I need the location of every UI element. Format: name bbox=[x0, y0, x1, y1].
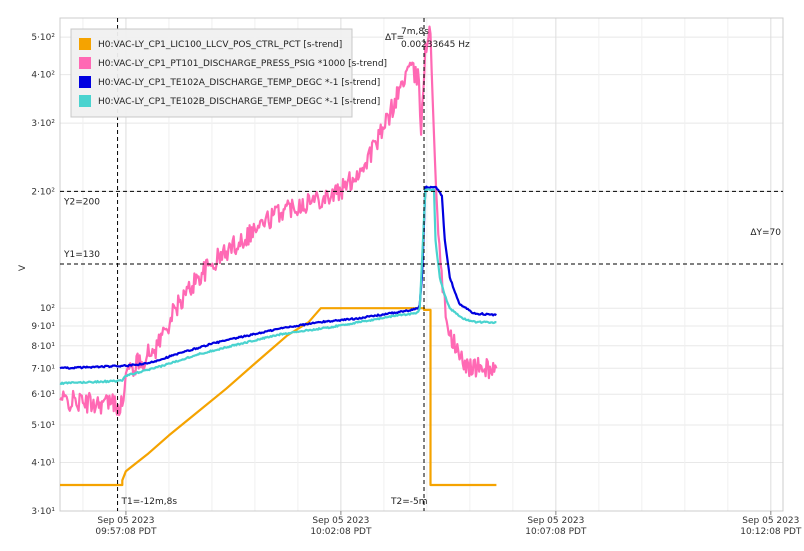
delta-t-label: ΔT= bbox=[385, 33, 404, 43]
delta-t-value: 7m,8s bbox=[401, 27, 429, 37]
x-tick-date: Sep 05 2023 bbox=[742, 516, 799, 526]
legend-swatch-teal bbox=[79, 95, 91, 107]
x-tick-time: 10:02:08 PDT bbox=[310, 527, 372, 537]
delta-t-frequency: 0.00233645 Hz bbox=[401, 40, 470, 50]
series-lines[interactable] bbox=[59, 25, 498, 487]
x-tick-time: 09:57:08 PDT bbox=[95, 527, 157, 537]
y-tick-label: 5·10² bbox=[31, 33, 55, 43]
y-tick-label: 7·10¹ bbox=[31, 364, 55, 374]
legend-label-teal: H0:VAC-LY_CP1_TE102B_DISCHARGE_TEMP_DEGC… bbox=[98, 97, 380, 107]
delta-y-label: ΔY=70 bbox=[750, 228, 781, 238]
x-tick-date: Sep 05 2023 bbox=[527, 516, 584, 526]
legend-label-pink: H0:VAC-LY_CP1_PT101_DISCHARGE_PRESS_PSIG… bbox=[98, 59, 387, 69]
y-tick-label: 8·10¹ bbox=[31, 342, 55, 352]
legend: H0:VAC-LY_CP1_LIC100_LLCV_POS_CTRL_PCT [… bbox=[70, 28, 387, 118]
x-tick-date: Sep 05 2023 bbox=[97, 516, 154, 526]
y-tick-label: 5·10¹ bbox=[31, 421, 55, 431]
y-tick-label: 9·10¹ bbox=[31, 322, 55, 332]
cursor-t1-label: T1=-12m,8s bbox=[121, 497, 178, 507]
y-tick-label: 4·10² bbox=[31, 71, 55, 81]
legend-box bbox=[70, 28, 353, 118]
y-tick-label: 3·10² bbox=[31, 119, 55, 129]
cursor-overlays[interactable]: T1=-12m,8s T2=-5m Y1=130 Y2=200 ΔT=7m,8s 0.00… bbox=[60, 18, 783, 511]
y-tick-label: 4·10¹ bbox=[31, 459, 55, 469]
series-line-orange bbox=[60, 307, 497, 487]
legend-swatch-orange bbox=[79, 38, 91, 50]
y-tick-label: 10² bbox=[40, 304, 55, 314]
legend-swatch-pink bbox=[79, 57, 91, 69]
y-axis-label: V bbox=[18, 264, 28, 271]
y-axis-ticks: 3·10¹ 4·10¹ 5·10¹ 6·10¹ 7·10¹ 8·10¹ 9·10¹ 10² 2·… bbox=[31, 33, 55, 517]
series-line-teal bbox=[59, 188, 497, 385]
x-tick-date: Sep 05 2023 bbox=[312, 516, 369, 526]
x-tick-time: 10:07:08 PDT bbox=[525, 527, 587, 537]
cursor-y1-label: Y1=130 bbox=[63, 250, 100, 260]
x-tick-time: 10:12:08 PDT bbox=[740, 527, 802, 537]
cursor-y2-label: Y2=200 bbox=[63, 197, 100, 207]
legend-label-blue: H0:VAC-LY_CP1_TE102A_DISCHARGE_TEMP_DEGC… bbox=[98, 78, 380, 88]
y-tick-label: 6·10¹ bbox=[31, 390, 55, 400]
legend-label-orange: H0:VAC-LY_CP1_LIC100_LLCV_POS_CTRL_PCT [… bbox=[98, 40, 342, 50]
legend-swatch-blue bbox=[79, 76, 91, 88]
y-tick-label: 2·10² bbox=[31, 187, 55, 197]
cursor-t2-label: T2=-5m bbox=[390, 497, 428, 507]
y-tick-label: 3·10¹ bbox=[31, 507, 55, 517]
